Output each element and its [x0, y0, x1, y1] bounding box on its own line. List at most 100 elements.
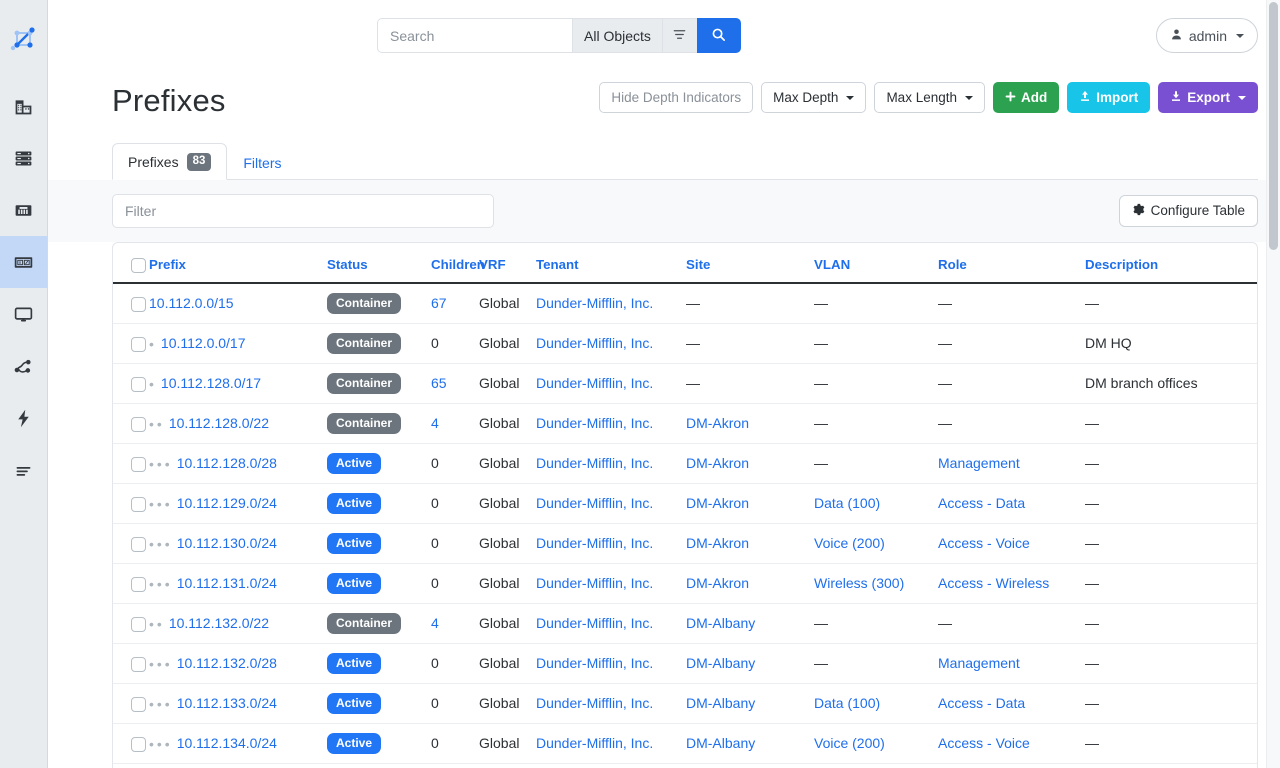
- children-cell[interactable]: 67: [423, 282, 471, 324]
- site-cell-link[interactable]: DM-Albany: [686, 735, 756, 752]
- tenant-cell-link[interactable]: Dunder-Mifflin, Inc.: [536, 455, 654, 472]
- tenant-cell[interactable]: Dunder-Mifflin, Inc.: [528, 723, 678, 764]
- tenant-cell[interactable]: Dunder-Mifflin, Inc.: [528, 643, 678, 684]
- tab-filters[interactable]: Filters: [227, 145, 297, 180]
- vlan-cell[interactable]: Wireless (300): [806, 763, 930, 768]
- row-checkbox[interactable]: [131, 616, 146, 632]
- site-cell[interactable]: DM-Akron: [678, 563, 806, 604]
- sidebar-item-devices[interactable]: [0, 184, 47, 236]
- tenant-cell-link[interactable]: Dunder-Mifflin, Inc.: [536, 335, 654, 352]
- prefix-link[interactable]: 10.112.129.0/24: [176, 494, 277, 511]
- prefix-link[interactable]: 10.112.131.0/24: [176, 574, 277, 591]
- site-cell-link[interactable]: DM-Akron: [686, 575, 750, 592]
- sidebar-item-organization[interactable]: [0, 80, 47, 132]
- prefix-link[interactable]: 10.112.132.0/28: [176, 654, 277, 671]
- row-checkbox[interactable]: [131, 736, 146, 752]
- page-scrollbar-thumb[interactable]: [1269, 2, 1278, 250]
- children-cell[interactable]: 4: [423, 403, 471, 444]
- vlan-cell[interactable]: Data (100): [806, 683, 930, 724]
- tenant-cell-link[interactable]: Dunder-Mifflin, Inc.: [536, 615, 654, 632]
- role-cell-link[interactable]: Access - Voice: [938, 735, 1030, 752]
- column-header-vrf[interactable]: VRF: [471, 242, 528, 284]
- site-cell[interactable]: DM-Akron: [678, 483, 806, 524]
- tenant-cell[interactable]: Dunder-Mifflin, Inc.: [528, 523, 678, 564]
- row-checkbox[interactable]: [131, 456, 146, 472]
- site-cell[interactable]: DM-Akron: [678, 403, 806, 444]
- vlan-cell[interactable]: Voice (200): [806, 723, 930, 764]
- row-checkbox[interactable]: [131, 536, 146, 552]
- user-menu-button[interactable]: admin: [1155, 18, 1258, 53]
- row-checkbox[interactable]: [131, 496, 146, 512]
- site-cell-link[interactable]: DM-Albany: [686, 615, 756, 632]
- export-button[interactable]: Export: [1158, 82, 1258, 113]
- prefix-link[interactable]: 10.112.130.0/24: [176, 534, 277, 551]
- tenant-cell-link[interactable]: Dunder-Mifflin, Inc.: [536, 735, 654, 752]
- object-scope-select[interactable]: All Objects: [572, 18, 662, 53]
- column-header-role[interactable]: Role: [930, 242, 1077, 284]
- sidebar-item-circuits[interactable]: [0, 340, 47, 392]
- role-cell[interactable]: Access - Data: [930, 683, 1077, 724]
- site-cell[interactable]: DM-Albany: [678, 723, 806, 764]
- vlan-cell[interactable]: Voice (200): [806, 523, 930, 564]
- page-scrollbar[interactable]: [1266, 0, 1280, 768]
- column-header-status[interactable]: Status: [319, 242, 423, 284]
- search-input[interactable]: [377, 18, 572, 53]
- children-cell-link[interactable]: 4: [431, 615, 439, 632]
- tenant-cell-link[interactable]: Dunder-Mifflin, Inc.: [536, 495, 654, 512]
- row-checkbox[interactable]: [131, 336, 146, 352]
- children-cell[interactable]: 4: [423, 603, 471, 644]
- column-header-children[interactable]: Children: [423, 242, 485, 284]
- vlan-cell-link[interactable]: Voice (200): [814, 535, 885, 552]
- column-header-site[interactable]: Site: [678, 242, 806, 284]
- sidebar-item-racks[interactable]: [0, 132, 47, 184]
- vlan-cell-link[interactable]: Wireless (300): [814, 575, 905, 592]
- tenant-cell[interactable]: Dunder-Mifflin, Inc.: [528, 443, 678, 484]
- import-button[interactable]: Import: [1067, 82, 1151, 113]
- prefix-link[interactable]: 10.112.128.0/17: [160, 374, 262, 391]
- select-all-checkbox[interactable]: [131, 257, 146, 273]
- row-checkbox[interactable]: [131, 576, 146, 592]
- tenant-cell-link[interactable]: Dunder-Mifflin, Inc.: [536, 695, 654, 712]
- sidebar-item-other[interactable]: [0, 444, 47, 496]
- column-header-tenant[interactable]: Tenant: [528, 242, 678, 284]
- role-cell[interactable]: Management: [930, 443, 1077, 484]
- children-cell-link[interactable]: 67: [431, 295, 447, 312]
- sidebar-item-ipam[interactable]: [0, 236, 47, 288]
- vlan-cell-link[interactable]: Voice (200): [814, 735, 885, 752]
- tenant-cell-link[interactable]: Dunder-Mifflin, Inc.: [536, 655, 654, 672]
- role-cell[interactable]: Access - Voice: [930, 723, 1077, 764]
- site-cell[interactable]: DM-Akron: [678, 443, 806, 484]
- tenant-cell[interactable]: Dunder-Mifflin, Inc.: [528, 483, 678, 524]
- site-cell[interactable]: DM-Albany: [678, 603, 806, 644]
- tenant-cell[interactable]: Dunder-Mifflin, Inc.: [528, 683, 678, 724]
- site-cell[interactable]: DM-Albany: [678, 643, 806, 684]
- tenant-cell-link[interactable]: Dunder-Mifflin, Inc.: [536, 415, 654, 432]
- vlan-cell[interactable]: Wireless (300): [806, 563, 930, 604]
- row-checkbox[interactable]: [131, 696, 146, 712]
- configure-table-button[interactable]: Configure Table: [1118, 194, 1258, 227]
- vlan-cell-link[interactable]: Data (100): [814, 695, 881, 712]
- add-button[interactable]: Add: [992, 82, 1060, 113]
- sidebar-item-power[interactable]: [0, 392, 47, 444]
- role-cell-link[interactable]: Management: [938, 455, 1020, 472]
- tenant-cell-link[interactable]: Dunder-Mifflin, Inc.: [536, 535, 654, 552]
- prefix-link[interactable]: 10.112.134.0/24: [176, 734, 277, 751]
- sidebar-item-virtualization[interactable]: [0, 288, 47, 340]
- role-cell[interactable]: Management: [930, 643, 1077, 684]
- site-cell-link[interactable]: DM-Akron: [686, 535, 750, 552]
- role-cell[interactable]: Access - Voice: [930, 523, 1077, 564]
- tenant-cell-link[interactable]: Dunder-Mifflin, Inc.: [536, 295, 654, 312]
- site-cell[interactable]: DM-Albany: [678, 683, 806, 724]
- max-length-dropdown[interactable]: Max Length: [874, 82, 985, 113]
- prefix-link[interactable]: 10.112.128.0/22: [168, 414, 269, 431]
- search-submit-button[interactable]: [696, 18, 741, 53]
- prefix-link[interactable]: 10.112.0.0/15: [149, 295, 234, 312]
- site-cell-link[interactable]: DM-Akron: [686, 495, 750, 512]
- hide-depth-indicators-button[interactable]: Hide Depth Indicators: [599, 82, 754, 113]
- tenant-cell[interactable]: Dunder-Mifflin, Inc.: [528, 603, 678, 644]
- prefix-link[interactable]: 10.112.0.0/17: [160, 334, 246, 351]
- site-cell-link[interactable]: DM-Albany: [686, 655, 756, 672]
- role-cell[interactable]: Access - Wireless: [930, 563, 1077, 604]
- role-cell-link[interactable]: Access - Data: [938, 695, 1026, 712]
- role-cell-link[interactable]: Access - Wireless: [938, 575, 1050, 592]
